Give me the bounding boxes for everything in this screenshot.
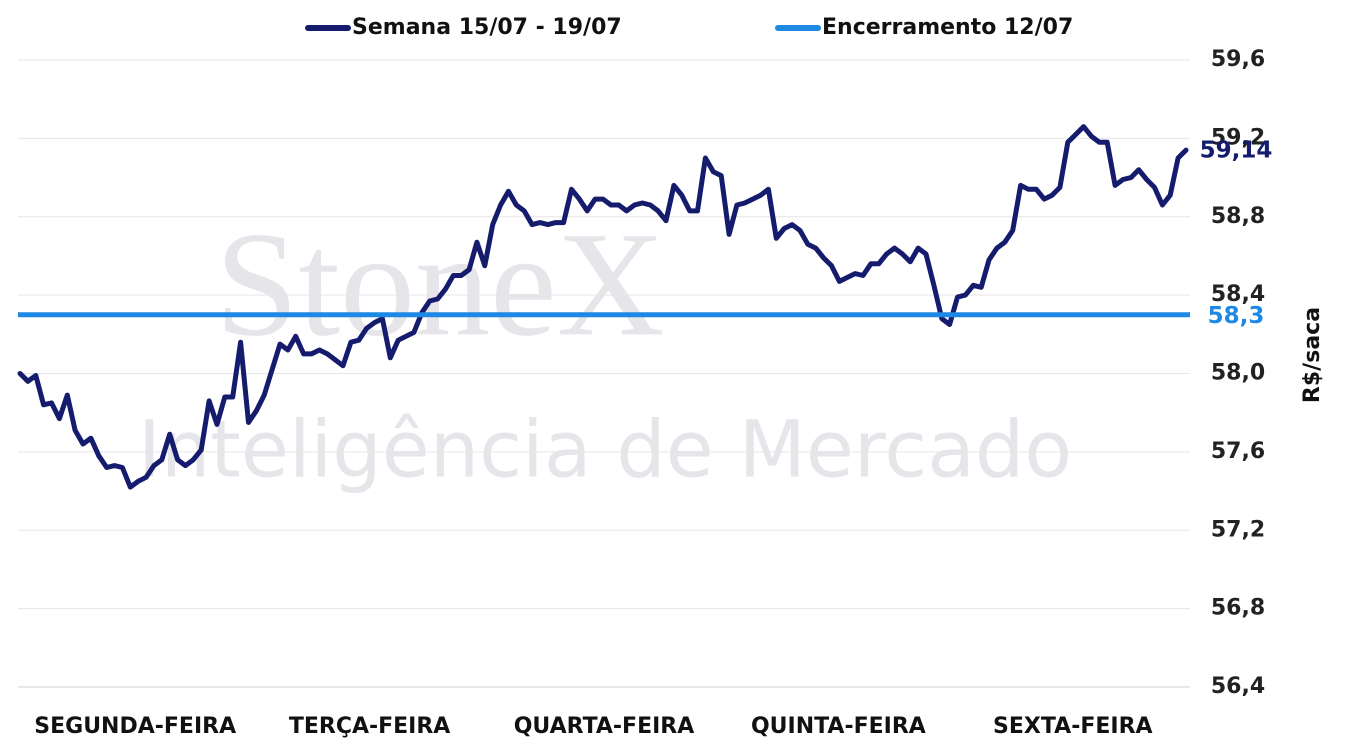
x-tick-label: SEGUNDA-FEIRA [34, 714, 236, 739]
price-line [17, 124, 1189, 490]
x-tick-label: QUINTA-FEIRA [751, 714, 926, 739]
y-tick-label: 58,8 [1211, 204, 1265, 229]
x-tick-label: SEXTA-FEIRA [993, 714, 1153, 739]
y-tick-label: 59,6 [1211, 47, 1265, 72]
watermark-subtitle: Inteligência de Mercado [138, 405, 1072, 495]
y-tick-label: 57,2 [1211, 517, 1265, 542]
y-tick-label: 56,4 [1211, 674, 1265, 699]
y-tick-label: 58,4 [1211, 282, 1265, 307]
value-label: 59,14 [1200, 138, 1273, 164]
y-tick-label: 57,6 [1211, 439, 1265, 464]
watermark-brand: StoneX [215, 201, 665, 367]
value-label: 58,3 [1208, 303, 1265, 329]
x-tick-label: TERÇA-FEIRA [289, 714, 451, 739]
y-tick-label: 59,2 [1211, 125, 1265, 150]
legend-label: Encerramento 12/07 [822, 15, 1073, 40]
x-tick-label: QUARTA-FEIRA [514, 714, 695, 739]
y-axis-label: R$/saca [1300, 307, 1325, 403]
legend-label: Semana 15/07 - 19/07 [352, 15, 622, 40]
y-tick-label: 58,0 [1211, 361, 1265, 386]
y-tick-label: 56,8 [1211, 596, 1265, 621]
